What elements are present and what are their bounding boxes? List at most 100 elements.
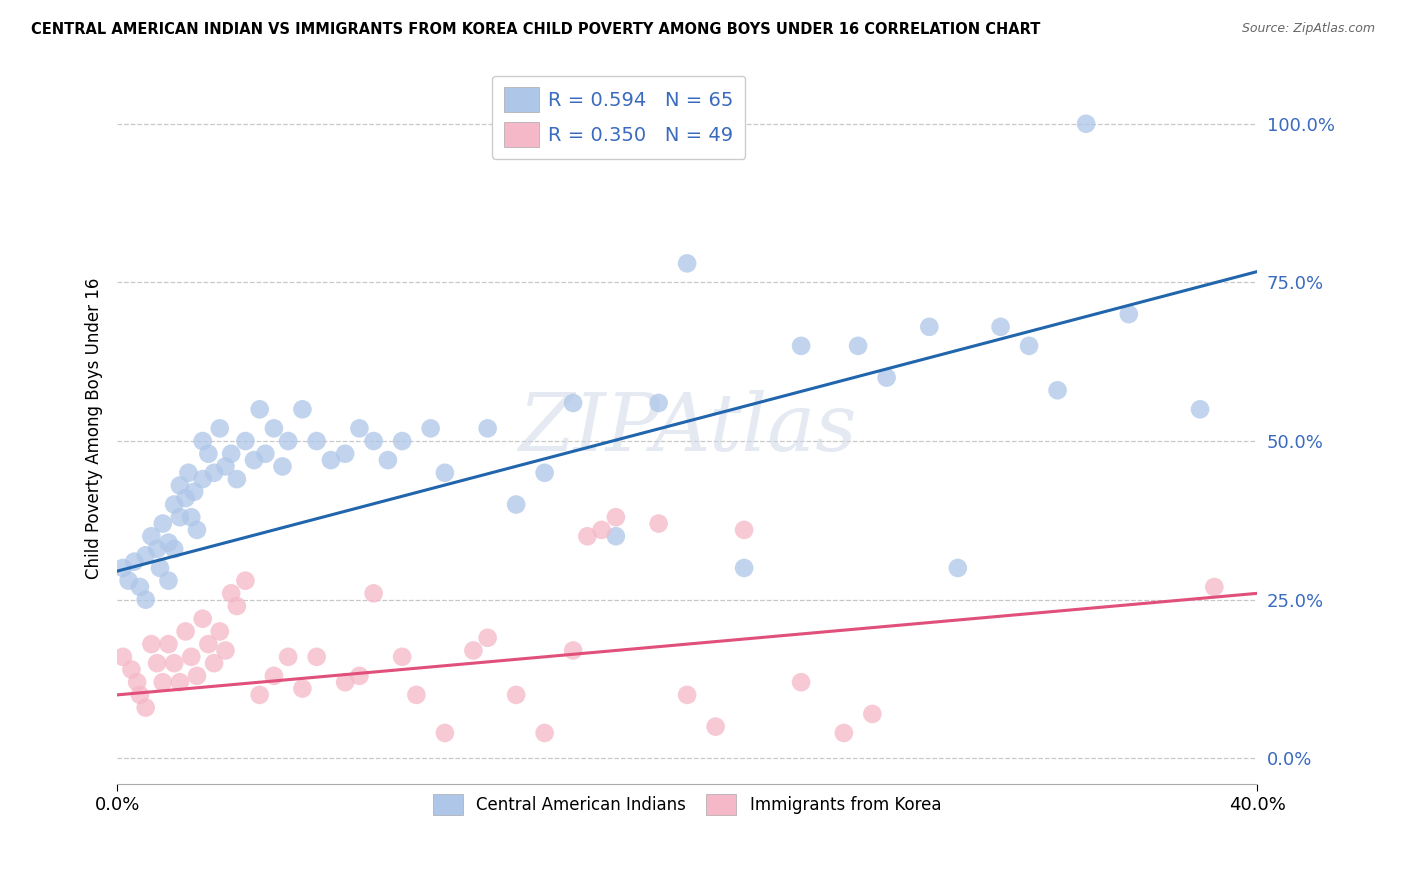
Point [918, 319, 941, 334]
Point [477, 421, 499, 435]
Point [533, 726, 555, 740]
Point [591, 523, 613, 537]
Point [124, 555, 146, 569]
Point [277, 434, 299, 448]
Point [1046, 384, 1069, 398]
Point [163, 498, 186, 512]
Point [562, 396, 585, 410]
Point [1074, 117, 1097, 131]
Point [180, 649, 202, 664]
Point [157, 535, 180, 549]
Point [208, 624, 231, 639]
Point [225, 599, 247, 613]
Point [135, 549, 157, 563]
Point [177, 466, 200, 480]
Point [163, 656, 186, 670]
Legend: Central American Indians, Immigrants from Korea: Central American Indians, Immigrants fro… [423, 784, 950, 825]
Point [676, 688, 699, 702]
Point [990, 319, 1012, 334]
Point [157, 574, 180, 588]
Point [333, 675, 356, 690]
Point [363, 434, 385, 448]
Point [111, 561, 134, 575]
Point [169, 510, 191, 524]
Point [135, 592, 157, 607]
Point [146, 541, 169, 556]
Point [733, 561, 755, 575]
Point [419, 421, 441, 435]
Point [391, 434, 413, 448]
Point [243, 453, 266, 467]
Point [111, 649, 134, 664]
Point [235, 574, 257, 588]
Point [305, 649, 328, 664]
Point [127, 675, 149, 690]
Point [249, 402, 271, 417]
Text: ZIPAtlas: ZIPAtlas [517, 390, 856, 467]
Point [860, 706, 883, 721]
Point [271, 459, 294, 474]
Point [291, 681, 314, 696]
Point [433, 466, 456, 480]
Point [214, 459, 236, 474]
Point [291, 402, 314, 417]
Point [152, 516, 174, 531]
Point [117, 574, 139, 588]
Point [202, 466, 225, 480]
Point [146, 656, 169, 670]
Point [277, 649, 299, 664]
Point [186, 523, 208, 537]
Point [505, 498, 527, 512]
Point [152, 675, 174, 690]
Point [533, 466, 555, 480]
Point [214, 643, 236, 657]
Point [169, 478, 191, 492]
Text: Source: ZipAtlas.com: Source: ZipAtlas.com [1241, 22, 1375, 36]
Point [1018, 339, 1040, 353]
Point [163, 541, 186, 556]
Point [790, 339, 813, 353]
Point [733, 523, 755, 537]
Point [676, 256, 699, 270]
Point [197, 447, 219, 461]
Point [263, 421, 285, 435]
Point [463, 643, 485, 657]
Point [191, 472, 214, 486]
Point [349, 421, 371, 435]
Point [647, 396, 669, 410]
Point [141, 637, 163, 651]
Point [149, 561, 172, 575]
Point [1189, 402, 1212, 417]
Point [129, 688, 152, 702]
Point [219, 447, 242, 461]
Point [433, 726, 456, 740]
Point [120, 663, 142, 677]
Point [249, 688, 271, 702]
Point [605, 529, 627, 543]
Point [832, 726, 855, 740]
Point [704, 720, 727, 734]
Point [647, 516, 669, 531]
Point [202, 656, 225, 670]
Text: CENTRAL AMERICAN INDIAN VS IMMIGRANTS FROM KOREA CHILD POVERTY AMONG BOYS UNDER : CENTRAL AMERICAN INDIAN VS IMMIGRANTS FR… [31, 22, 1040, 37]
Point [208, 421, 231, 435]
Point [219, 586, 242, 600]
Point [790, 675, 813, 690]
Point [319, 453, 342, 467]
Point [169, 675, 191, 690]
Point [186, 669, 208, 683]
Point [180, 510, 202, 524]
Point [183, 484, 205, 499]
Point [191, 434, 214, 448]
Point [477, 631, 499, 645]
Point [349, 669, 371, 683]
Point [263, 669, 285, 683]
Point [505, 688, 527, 702]
Point [391, 649, 413, 664]
Point [191, 612, 214, 626]
Point [254, 447, 277, 461]
Point [174, 491, 197, 505]
Point [197, 637, 219, 651]
Point [846, 339, 869, 353]
Point [135, 700, 157, 714]
